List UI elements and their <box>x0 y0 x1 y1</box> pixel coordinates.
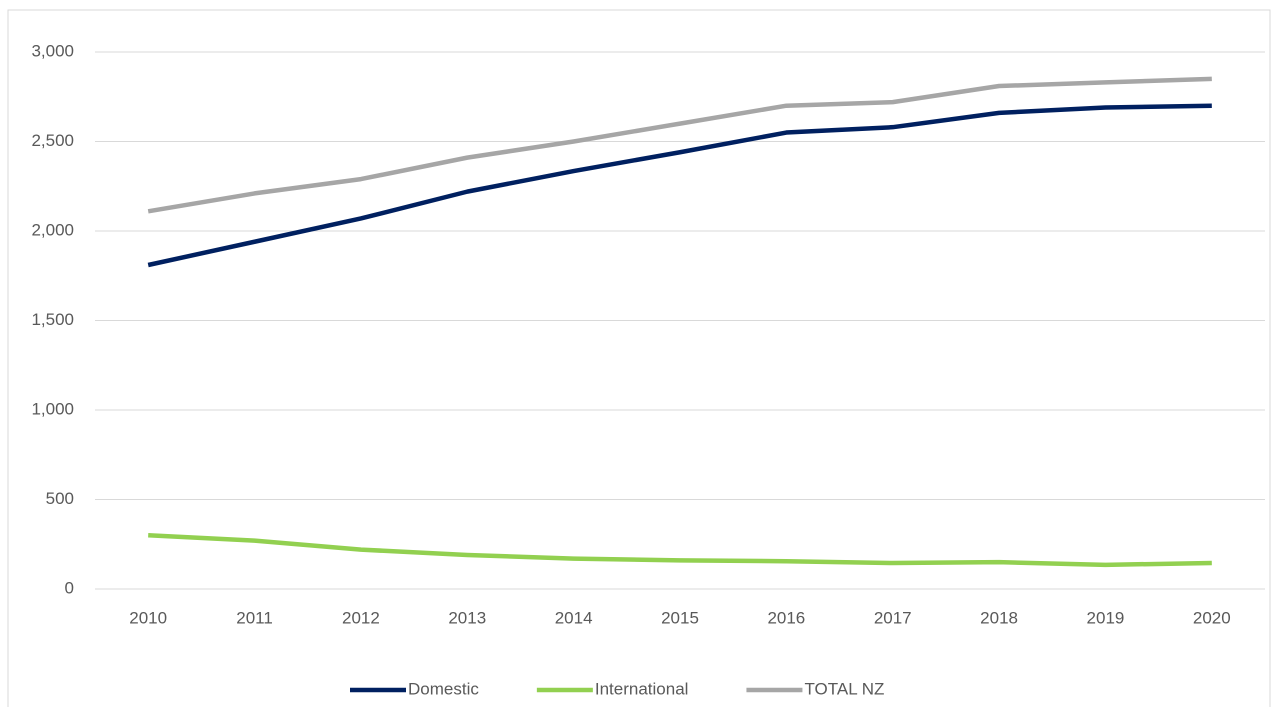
x-tick-label: 2015 <box>661 608 699 627</box>
x-tick-label: 2018 <box>980 608 1018 627</box>
data-line <box>147 103 1212 268</box>
y-tick-label: 1,000 <box>31 399 74 418</box>
y-tick-label: 2,000 <box>31 220 74 239</box>
y-tick-label: 1,500 <box>31 310 74 329</box>
legend-label: International <box>595 679 689 698</box>
x-tick-label: 2016 <box>767 608 805 627</box>
x-tick-label: 2012 <box>342 608 380 627</box>
x-tick-label: 2020 <box>1193 608 1231 627</box>
chart-frame <box>7 9 1271 707</box>
x-tick-label: 2014 <box>555 608 593 627</box>
x-tick-label: 2013 <box>448 608 486 627</box>
data-line <box>147 76 1212 214</box>
legend-label: Domestic <box>408 679 479 698</box>
x-tick-label: 2019 <box>1087 608 1125 627</box>
y-tick-label: 3,000 <box>31 41 74 60</box>
legend-label: TOTAL NZ <box>804 679 884 698</box>
y-tick-label: 2,500 <box>31 131 74 150</box>
data-line <box>148 533 1212 568</box>
x-tick-label: 2010 <box>129 608 167 627</box>
x-tick-label: 2017 <box>874 608 912 627</box>
y-tick-label: 0 <box>65 578 74 597</box>
x-tick-label: 2011 <box>236 608 273 627</box>
y-tick-label: 500 <box>46 489 74 508</box>
